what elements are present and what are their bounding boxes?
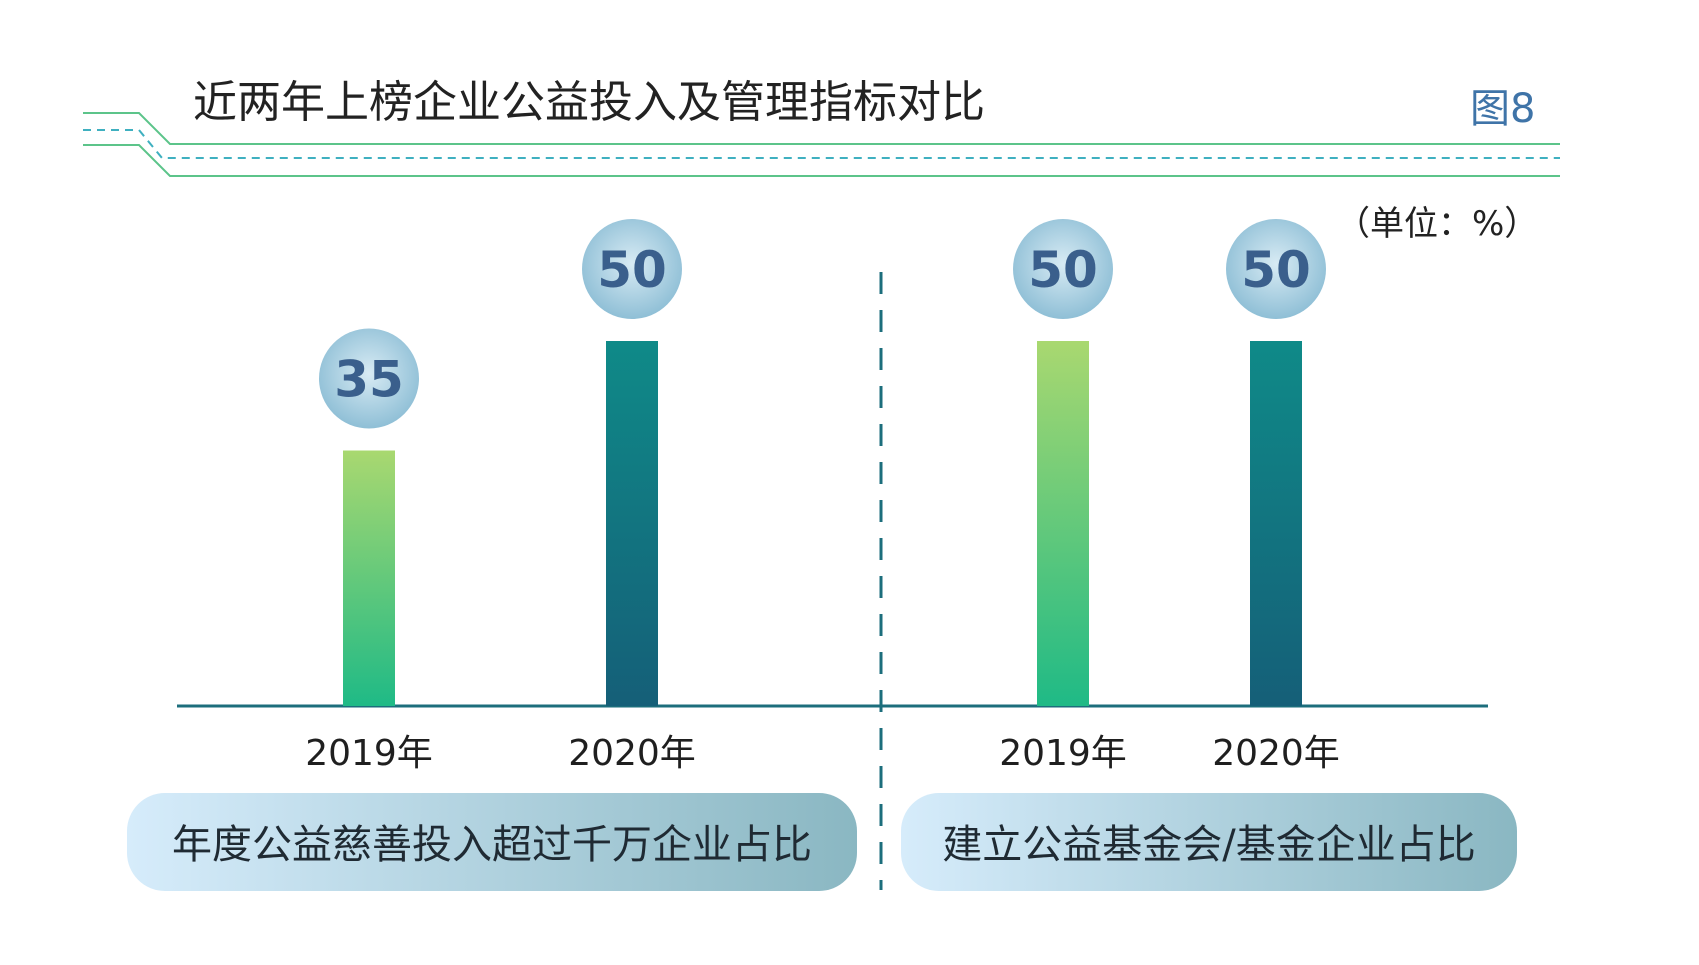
bar-right-2019年 <box>1037 341 1089 706</box>
chart-title: 近两年上榜企业公益投入及管理指标对比 <box>193 77 985 128</box>
category-label: 2020年 <box>1212 733 1340 774</box>
header-solid-line-lower <box>83 144 1560 177</box>
value-label: 35 <box>334 351 404 409</box>
panel-title-pill-right: 建立公益基金会/基金企业占比 <box>901 793 1517 891</box>
panel-title-right: 建立公益基金会/基金企业占比 <box>942 822 1475 868</box>
value-label: 50 <box>1241 241 1311 299</box>
value-bubble <box>582 219 682 319</box>
unit-label: （单位：%） <box>1336 204 1538 244</box>
panel-title-pill-left: 年度公益慈善投入超过千万企业占比 <box>127 793 857 891</box>
category-label: 2019年 <box>999 733 1127 774</box>
header-dashed-line <box>83 129 1560 159</box>
header-solid-line-upper <box>83 112 1560 145</box>
header-decoration <box>83 112 1560 177</box>
bar-right-2020年 <box>1250 341 1302 706</box>
value-bubble <box>1013 219 1113 319</box>
value-label: 50 <box>597 241 667 299</box>
pill-right-background <box>901 793 1517 891</box>
chart-marks: 35 2019年 50 2020年 50 2019年 50 2020年 <box>305 219 1340 774</box>
category-label: 2020年 <box>568 733 696 774</box>
value-label: 50 <box>1028 241 1098 299</box>
panel-title-left: 年度公益慈善投入超过千万企业占比 <box>172 822 812 868</box>
value-bubble <box>1226 219 1326 319</box>
category-label: 2019年 <box>305 733 433 774</box>
value-bubble <box>319 328 419 429</box>
bar-left-2019年 <box>343 450 395 706</box>
figure-label: 图8 <box>1470 86 1535 132</box>
pill-left-background <box>127 793 857 891</box>
bar-left-2020年 <box>606 341 658 706</box>
